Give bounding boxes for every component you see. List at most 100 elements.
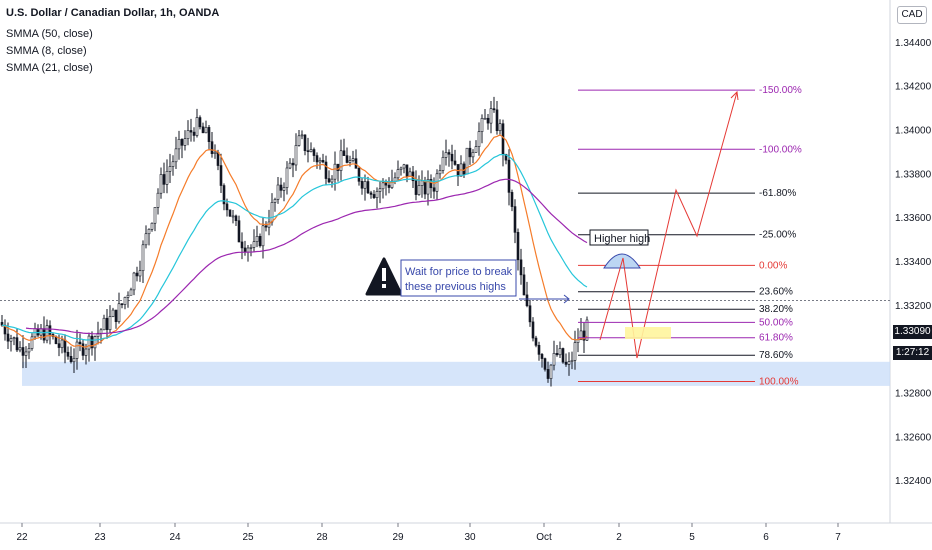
- candle-body: [552, 353, 556, 366]
- candle-body: [99, 329, 103, 334]
- higher-high-box[interactable]: [589, 229, 649, 246]
- smma8-line[interactable]: [1, 134, 588, 348]
- candle-body: [174, 148, 178, 163]
- fib-level-label: -150.00%: [759, 85, 802, 96]
- candle-body: [9, 338, 13, 342]
- candle-body: [345, 155, 349, 163]
- candle-body: [525, 294, 529, 307]
- candle-body: [135, 272, 139, 277]
- candle-body: [273, 199, 277, 203]
- candle-body: [60, 339, 64, 348]
- candle-body: [186, 130, 190, 139]
- study-smma50[interactable]: SMMA (50, close): [6, 28, 93, 40]
- candle-body: [495, 109, 499, 131]
- x-tick-label: 2: [616, 532, 622, 543]
- last-price-label: 1.33090: [893, 325, 932, 339]
- candle-body: [198, 117, 202, 128]
- candle-body: [159, 174, 163, 194]
- candle-body: [369, 192, 373, 195]
- wait-note-line2: these previous highs: [405, 281, 506, 293]
- candle-body: [483, 117, 487, 120]
- candle-body: [378, 188, 382, 192]
- candle-body: [393, 177, 397, 182]
- candle-body: [528, 305, 532, 323]
- candle-body: [102, 317, 106, 331]
- moving-averages-group: [1, 134, 588, 348]
- candle-body: [30, 336, 34, 349]
- candle-body: [12, 337, 16, 339]
- currency-button[interactable]: CAD: [897, 6, 927, 24]
- candle-body: [537, 345, 541, 355]
- candle-body: [579, 330, 583, 341]
- candle-body: [264, 225, 268, 228]
- candle-body: [396, 169, 400, 179]
- x-tick-label: 28: [316, 532, 328, 543]
- wait-note-box[interactable]: [400, 259, 517, 297]
- candle-body: [417, 185, 421, 195]
- candle-body: [270, 202, 274, 223]
- candle-body: [558, 348, 562, 356]
- fib-level-label: 50.00%: [759, 317, 793, 328]
- candle-body: [516, 232, 520, 261]
- candle-body: [444, 152, 448, 158]
- candle-body: [123, 297, 127, 305]
- candle-body: [288, 162, 292, 169]
- candle-body: [582, 330, 586, 341]
- candle-body: [420, 180, 424, 186]
- smma21-line[interactable]: [1, 154, 588, 341]
- y-tick-label: 1.33600: [895, 213, 932, 224]
- candle-body: [282, 187, 286, 191]
- candle-body: [48, 325, 52, 335]
- candle-body: [498, 123, 502, 131]
- x-tick-label: 23: [94, 532, 106, 543]
- fibonacci-group[interactable]: -150.00% -100.00% -61.80% -25.00% 0.00% 23.60…: [578, 85, 802, 388]
- candle-body: [429, 179, 433, 189]
- candle-body: [24, 351, 28, 356]
- symbol-title[interactable]: U.S. Dollar / Canadian Dollar, 1h, OANDA: [6, 7, 220, 19]
- candle-body: [561, 348, 565, 363]
- candle-body: [177, 138, 181, 150]
- x-tick-label: 29: [392, 532, 404, 543]
- candle-body: [432, 187, 436, 192]
- candle-body: [372, 194, 376, 198]
- smma50-line[interactable]: [25, 178, 588, 335]
- wait-arrow-head: [563, 294, 570, 304]
- x-tick-label: Oct: [536, 532, 552, 543]
- price-axis[interactable]: 1.34400 1.34200 1.34000 1.33800 1.33600 1.334…: [895, 38, 932, 487]
- candle-body: [306, 150, 310, 153]
- x-tick-label: 30: [464, 532, 476, 543]
- x-tick-label: 7: [835, 532, 841, 543]
- candle-body: [279, 184, 283, 191]
- candle-body: [156, 192, 160, 208]
- candle-body: [510, 192, 514, 207]
- candle-body: [366, 181, 370, 194]
- candle-body: [129, 289, 133, 296]
- candle-body: [348, 160, 352, 163]
- candle-body: [426, 179, 430, 195]
- candle-body: [246, 247, 250, 253]
- candle-body: [507, 159, 511, 193]
- candle-body: [75, 341, 79, 359]
- candle-body: [258, 236, 262, 247]
- candle-body: [291, 162, 295, 166]
- candle-body: [492, 108, 496, 111]
- candle-body: [522, 274, 526, 296]
- projection-path[interactable]: [599, 91, 738, 359]
- candle-body: [168, 166, 172, 172]
- candle-body: [312, 149, 316, 156]
- candle-body: [564, 361, 568, 365]
- candle-body: [162, 174, 166, 185]
- study-smma8[interactable]: SMMA (8, close): [6, 45, 87, 57]
- fib-level-label: 38.20%: [759, 304, 793, 315]
- candle-body: [381, 182, 385, 190]
- candle-body: [441, 157, 445, 171]
- candle-body: [342, 150, 346, 156]
- y-tick-label: 1.32400: [895, 476, 932, 487]
- candle-body: [195, 117, 199, 136]
- candle-body: [534, 337, 538, 346]
- time-axis[interactable]: 22 23 24 25 28 29 30 Oct 2 5 6 7: [16, 523, 841, 543]
- candle-body: [114, 309, 118, 322]
- study-smma21[interactable]: SMMA (21, close): [6, 62, 93, 74]
- candle-body: [231, 215, 235, 218]
